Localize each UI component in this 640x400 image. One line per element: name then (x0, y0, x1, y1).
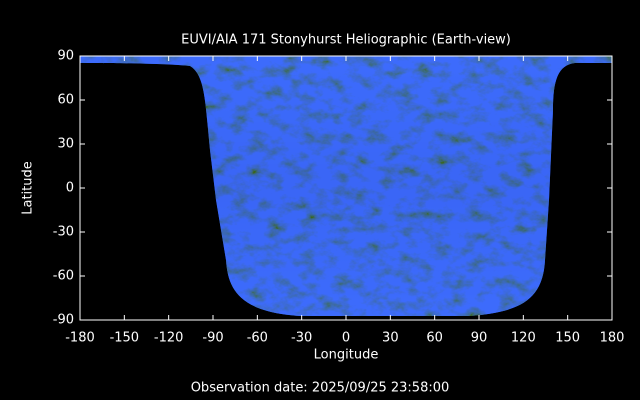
x-tick-label: -60 (247, 331, 268, 346)
footer: Observation date: 2025/09/25 23:58:00 (191, 381, 450, 396)
x-tick-label: -180 (65, 331, 95, 346)
chart-title: EUVI/AIA 171 Stonyhurst Heliographic (Ea… (181, 33, 511, 48)
x-tick-label: 120 (511, 331, 536, 346)
y-tick-label: -60 (53, 269, 74, 284)
x-tick-label: 180 (600, 331, 625, 346)
y-tick-label: 30 (57, 137, 74, 152)
y-tick-label: 0 (66, 181, 74, 196)
x-tick-label: -30 (291, 331, 312, 346)
y-axis-label: Latitude (21, 161, 36, 215)
x-tick-label: 90 (471, 331, 488, 346)
y-tick-label: 90 (57, 49, 74, 64)
x-axis-label: Longitude (314, 348, 379, 363)
x-tick-label: 150 (555, 331, 580, 346)
solar-map (80, 56, 612, 316)
x-tick-label: -120 (154, 331, 184, 346)
x-tick-label: 0 (342, 331, 350, 346)
y-tick-label: 60 (57, 93, 74, 108)
y-tick-label: -30 (53, 225, 74, 240)
x-tick-label: 30 (382, 331, 399, 346)
y-tick-label: -90 (53, 313, 74, 328)
x-tick-label: -90 (202, 331, 223, 346)
x-tick-label: -150 (110, 331, 140, 346)
x-tick-label: 60 (426, 331, 443, 346)
